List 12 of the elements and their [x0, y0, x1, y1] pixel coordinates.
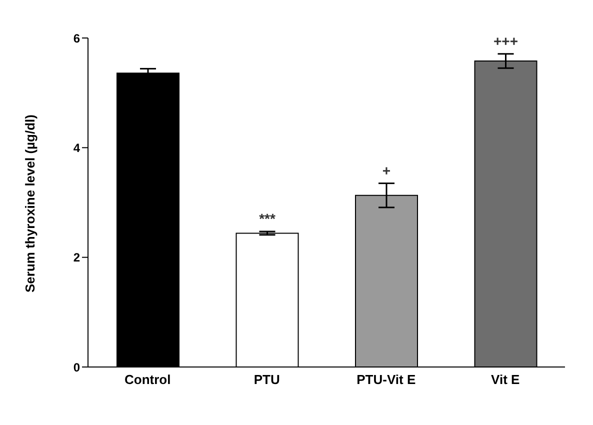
y-tick-label: 6	[73, 31, 80, 46]
data-label: ***	[259, 210, 276, 227]
data-label: +	[382, 162, 391, 178]
x-tick-label: PTU-Vit E	[356, 372, 416, 388]
y-tick-label: 2	[73, 250, 80, 265]
y-tick-label: 0	[73, 360, 80, 374]
x-tick-label: PTU	[254, 372, 280, 388]
x-tick-label: Vit E	[491, 372, 520, 388]
y-axis-title: Serum thyroxine level (µg/dl)	[22, 114, 38, 292]
x-tick-label: Control	[124, 372, 171, 388]
data-label: +++	[493, 32, 518, 49]
y-tick-label: 4	[73, 140, 80, 155]
